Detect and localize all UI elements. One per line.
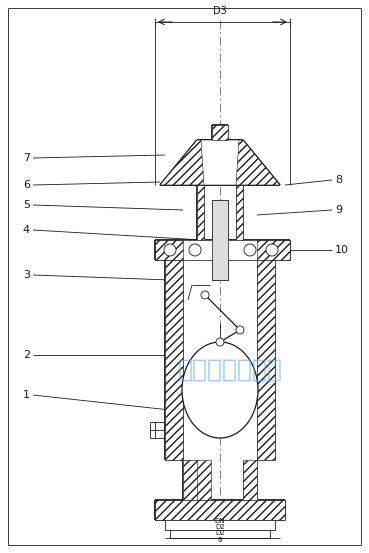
Text: 2: 2 bbox=[23, 350, 30, 360]
Circle shape bbox=[236, 326, 244, 334]
Text: 10: 10 bbox=[335, 245, 349, 255]
Text: 8: 8 bbox=[335, 175, 342, 185]
Ellipse shape bbox=[182, 342, 258, 438]
Bar bbox=[212, 200, 228, 280]
Text: 6: 6 bbox=[23, 180, 30, 190]
Bar bbox=[183, 460, 197, 500]
Bar bbox=[183, 240, 257, 260]
Bar bbox=[155, 240, 290, 260]
Bar bbox=[212, 125, 228, 140]
Text: 0: 0 bbox=[218, 537, 222, 543]
Text: 4: 4 bbox=[23, 225, 30, 235]
Bar bbox=[197, 185, 204, 240]
Text: D2: D2 bbox=[215, 530, 225, 536]
Bar bbox=[236, 185, 243, 240]
Bar bbox=[155, 500, 285, 520]
Text: 上海沪山阀门厂: 上海沪山阀门厂 bbox=[177, 358, 283, 382]
Circle shape bbox=[201, 291, 209, 299]
Circle shape bbox=[266, 244, 278, 256]
Circle shape bbox=[189, 244, 201, 256]
Text: D3: D3 bbox=[213, 6, 227, 16]
Bar bbox=[183, 460, 211, 500]
Circle shape bbox=[164, 244, 176, 256]
Text: 5: 5 bbox=[23, 200, 30, 210]
Bar bbox=[243, 460, 257, 500]
Text: 9: 9 bbox=[335, 205, 342, 215]
Bar bbox=[257, 260, 275, 460]
Text: 7: 7 bbox=[23, 153, 30, 163]
Polygon shape bbox=[160, 140, 280, 185]
Text: 3: 3 bbox=[23, 270, 30, 280]
Bar bbox=[165, 520, 275, 530]
Text: 1: 1 bbox=[23, 390, 30, 400]
Text: DN: DN bbox=[215, 518, 225, 524]
Text: D2: D2 bbox=[215, 524, 225, 530]
Bar bbox=[165, 260, 183, 460]
Circle shape bbox=[216, 338, 224, 346]
Polygon shape bbox=[201, 140, 239, 185]
Circle shape bbox=[244, 244, 256, 256]
